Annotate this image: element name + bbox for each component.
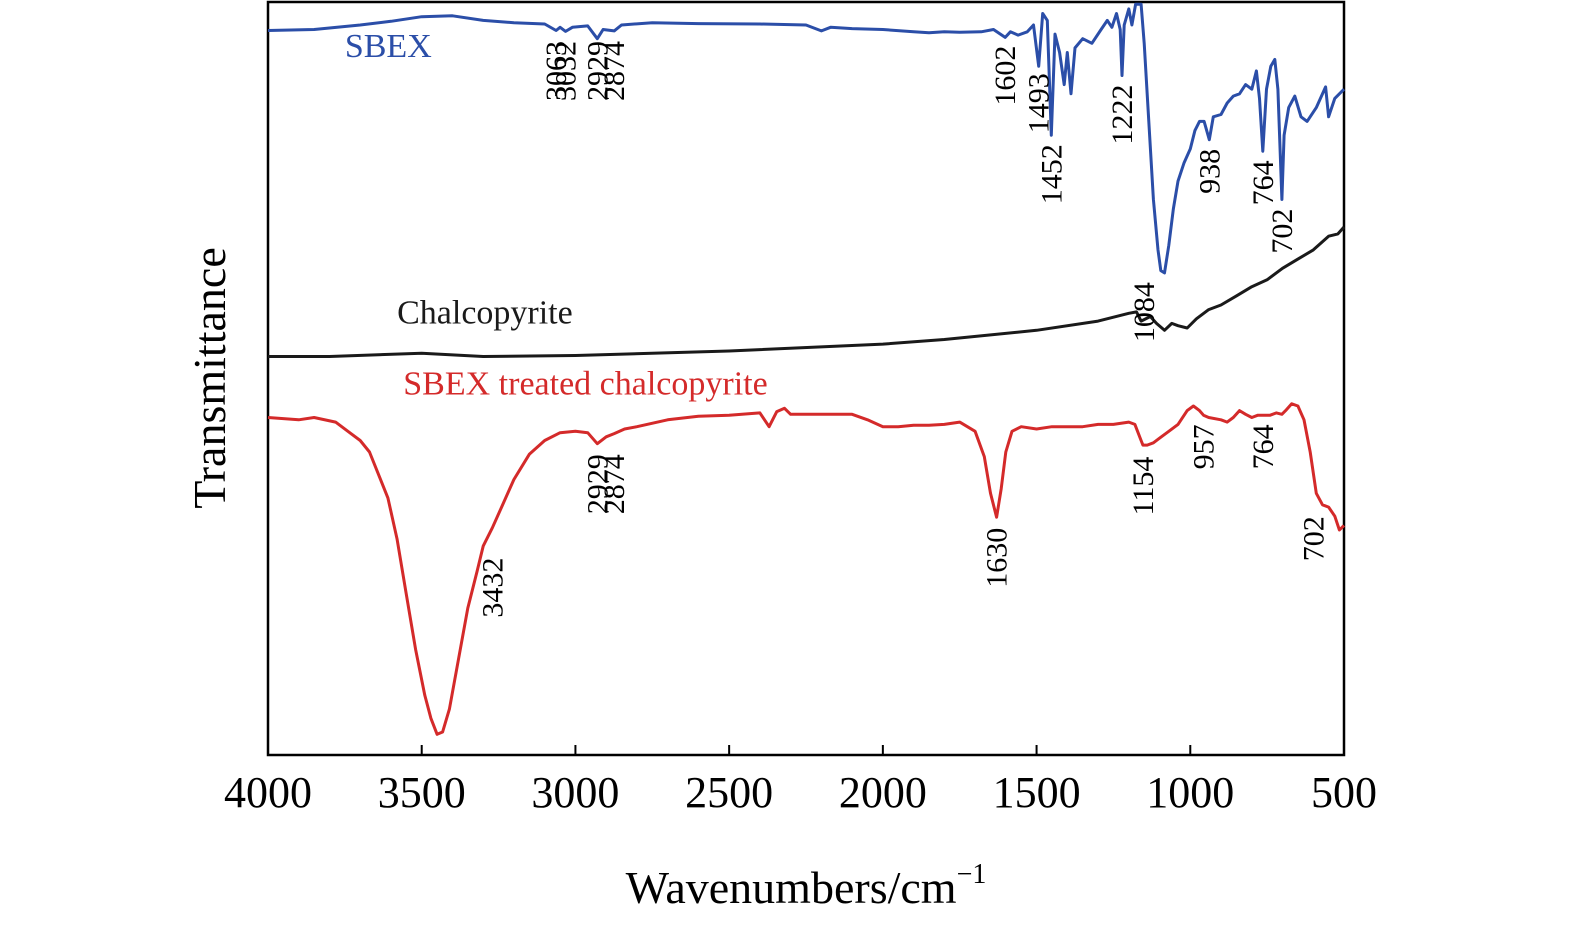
peak-label-17: 957: [1188, 424, 1221, 469]
series-lines: [267, 2, 1346, 736]
x-tick-label-4000: 4000: [224, 768, 312, 817]
series-label-0: SBEX: [345, 28, 432, 65]
peak-label-14: 3432: [476, 558, 509, 618]
x-tick-label-1000: 1000: [1146, 768, 1234, 817]
x-tick-label-3500: 3500: [378, 768, 466, 817]
peak-label-6: 1452: [1035, 144, 1068, 204]
series-line-1: [268, 226, 1346, 358]
peak-label-5: 1493: [1023, 73, 1056, 133]
peak-label-12: 2929: [581, 454, 614, 514]
peak-label-18: 764: [1247, 424, 1280, 469]
series-label-2: SBEX treated chalcopyrite: [403, 366, 767, 403]
x-tick-label-3000: 3000: [531, 768, 619, 817]
peak-label-8: 938: [1193, 149, 1226, 194]
x-axis-title: Wavenumbers/cm−1: [626, 859, 987, 913]
peak-label-0: 3063: [540, 41, 573, 101]
peak-label-1: 3032: [550, 41, 583, 101]
series-line-0: [267, 2, 1346, 275]
plot-frame: [266, 0, 1346, 757]
peak-label-10: 702: [1266, 209, 1299, 254]
peak-label-2: 2929: [581, 41, 614, 101]
series-line-2: [267, 402, 1346, 736]
peak-label-9: 764: [1247, 160, 1280, 205]
x-tick-label-1500: 1500: [993, 768, 1081, 817]
peak-label-3: 2874: [598, 41, 631, 101]
peak-label-13: 2874: [598, 454, 631, 514]
peak-label-15: 1630: [981, 528, 1014, 588]
peak-label-11: 1084: [1128, 282, 1161, 342]
x-tick-label-2000: 2000: [839, 768, 927, 817]
x-tick-label-2500: 2500: [685, 768, 773, 817]
x-tick-label-500: 500: [1311, 768, 1377, 817]
series-label-1: Chalcopyrite: [397, 294, 573, 331]
peak-label-16: 1154: [1127, 457, 1160, 516]
peak-label-7: 1222: [1106, 85, 1139, 145]
peak-label-4: 1602: [989, 46, 1022, 106]
y-axis-title: Transmittance: [184, 247, 235, 509]
peak-label-19: 702: [1297, 516, 1330, 561]
x-axis-ticks: [267, 745, 1345, 755]
x-axis-tick-labels: 4000 3500 3000 2500 2000 1500 1000 500: [224, 768, 1377, 817]
x-axis-title-superscript: −1: [957, 859, 987, 890]
x-axis-title-text: Wavenumbers/cm: [626, 862, 957, 913]
series-labels: SBEX Chalcopyrite SBEX treated chalcopyrit…: [345, 28, 768, 402]
